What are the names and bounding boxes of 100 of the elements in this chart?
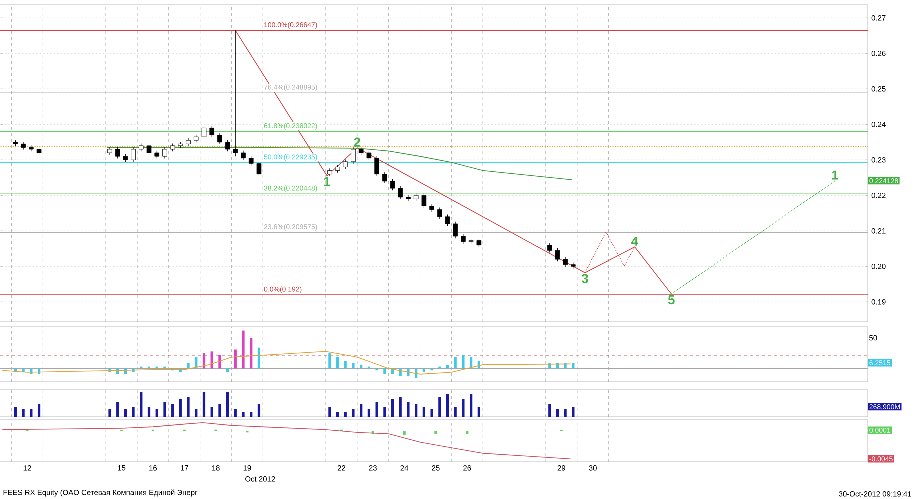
bar xyxy=(548,404,552,418)
candlestick xyxy=(438,207,442,220)
bar xyxy=(148,407,151,418)
bar xyxy=(328,354,332,369)
bar xyxy=(336,357,340,369)
bar xyxy=(384,368,386,374)
candlestick xyxy=(430,204,434,212)
candlestick xyxy=(374,156,380,177)
bar xyxy=(438,397,442,418)
candlestick xyxy=(225,140,230,152)
bar xyxy=(422,407,426,418)
bar xyxy=(14,407,18,418)
candlestick xyxy=(210,126,214,138)
candlestick xyxy=(366,150,372,161)
bar xyxy=(415,404,418,418)
bar xyxy=(344,361,347,369)
candlestick xyxy=(390,179,396,191)
annotation: 1 xyxy=(324,177,331,186)
candlestick xyxy=(445,214,450,226)
bar xyxy=(30,410,33,418)
candlestick xyxy=(547,242,552,254)
bar xyxy=(124,410,127,418)
candlestick xyxy=(241,150,246,161)
bar xyxy=(38,404,41,418)
candlestick xyxy=(351,147,356,164)
bar xyxy=(391,400,394,418)
bar xyxy=(116,368,120,374)
candlestick xyxy=(115,147,120,159)
bar xyxy=(116,402,120,418)
bar xyxy=(242,412,245,418)
candlestick xyxy=(218,132,222,145)
bar xyxy=(572,407,575,418)
candlestick xyxy=(461,234,466,244)
bar xyxy=(399,368,402,376)
bar xyxy=(187,363,190,369)
bar xyxy=(462,400,465,418)
bar xyxy=(172,404,174,418)
bar xyxy=(132,407,135,418)
candlestick xyxy=(453,222,458,239)
annotation: 2 xyxy=(354,138,361,147)
candlestick xyxy=(146,144,152,156)
bar xyxy=(226,392,230,418)
bar xyxy=(258,348,261,369)
candlestick xyxy=(382,172,388,184)
bar xyxy=(446,394,450,418)
candlestick xyxy=(21,142,26,150)
bar xyxy=(454,357,457,369)
annotation: 3 xyxy=(582,274,588,284)
candlestick xyxy=(162,147,168,159)
bar xyxy=(352,363,355,369)
bar xyxy=(430,410,434,418)
candlestick xyxy=(422,193,427,209)
candlestick xyxy=(563,257,568,268)
candlestick xyxy=(398,186,404,200)
bar xyxy=(462,355,465,369)
bar xyxy=(210,352,214,369)
bar xyxy=(140,392,143,418)
bar xyxy=(344,412,347,418)
bar xyxy=(218,404,222,418)
candlestick xyxy=(131,147,136,163)
bar xyxy=(202,354,206,369)
bar xyxy=(478,407,480,418)
bar xyxy=(360,364,363,369)
candlestick xyxy=(233,30,238,157)
bar xyxy=(202,392,206,418)
bar xyxy=(368,410,371,418)
annotation: 5 xyxy=(668,296,675,305)
annotation: 4 xyxy=(632,236,639,246)
bar xyxy=(218,355,222,369)
bar xyxy=(564,410,567,418)
bar xyxy=(250,338,253,369)
bar xyxy=(360,404,363,418)
bar xyxy=(250,412,253,418)
bar xyxy=(38,368,41,374)
bar xyxy=(446,364,450,369)
candlestick xyxy=(406,195,411,202)
candlestick xyxy=(343,160,348,170)
candlestick xyxy=(29,145,34,152)
bar xyxy=(242,330,245,369)
bar xyxy=(164,402,166,418)
bar xyxy=(108,410,112,418)
candlestick xyxy=(186,138,191,147)
bar xyxy=(399,397,402,418)
bar xyxy=(234,410,237,418)
bar xyxy=(470,394,473,418)
bar xyxy=(195,410,198,418)
bar xyxy=(22,410,25,418)
bar xyxy=(226,368,230,373)
bar xyxy=(328,407,332,418)
bar xyxy=(352,410,355,418)
bar xyxy=(556,410,560,418)
bar xyxy=(156,410,158,418)
annotation: 1 xyxy=(832,170,839,180)
bar xyxy=(179,400,182,418)
bar xyxy=(572,363,575,369)
candlestick xyxy=(571,262,576,270)
candlestick xyxy=(202,126,207,140)
candlestick xyxy=(555,248,560,262)
bar xyxy=(336,412,340,418)
bar xyxy=(258,404,261,418)
